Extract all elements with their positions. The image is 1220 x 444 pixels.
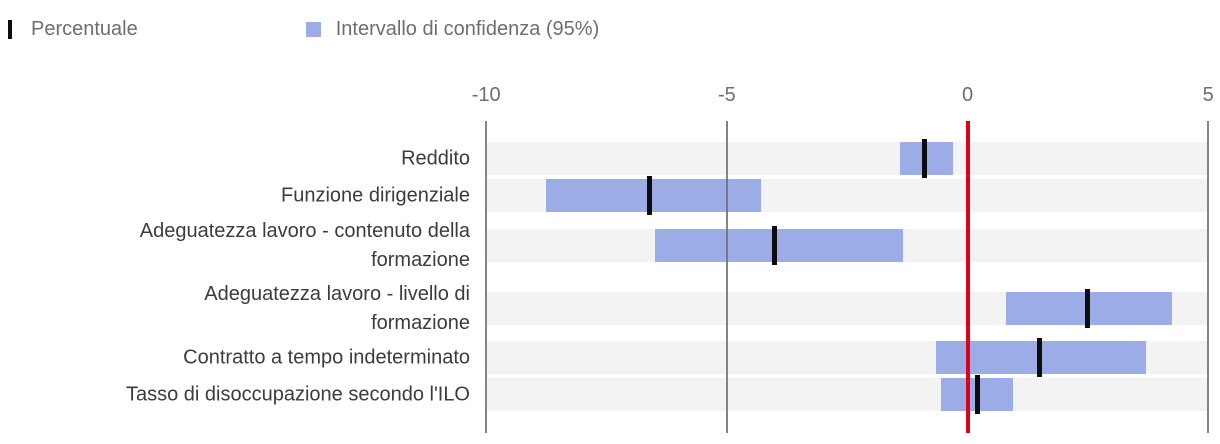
- ci-bar: [654, 229, 903, 262]
- category-label-line: Adeguatezza lavoro - contenuto della: [139, 219, 470, 242]
- zero-line: [965, 121, 970, 433]
- category-label: Reddito: [0, 144, 470, 173]
- category-label: Contratto a tempo indeterminato: [0, 343, 470, 372]
- category-label-line: Reddito: [401, 147, 470, 169]
- gridline: [1207, 121, 1210, 433]
- category-label: Adeguatezza lavoro - livello di formazion…: [0, 280, 470, 338]
- x-tick-label: 0: [961, 84, 974, 106]
- legend-percentile-label: Percentuale: [31, 18, 138, 40]
- gridline: [485, 121, 488, 433]
- row-band: [486, 378, 1209, 411]
- category-label-line: Tasso di disoccupazione secondo l'ILO: [125, 383, 470, 405]
- legend: Percentuale Intervallo di confidenza (95…: [8, 18, 599, 41]
- percentile-marker-icon: [8, 20, 12, 39]
- estimate-marker: [647, 176, 653, 215]
- category-label-line: Contratto a tempo indeterminato: [183, 346, 470, 368]
- category-label-line: Funzione dirigenziale: [280, 184, 470, 206]
- ci-bar: [546, 179, 761, 212]
- x-tick-label: 5: [1202, 84, 1214, 106]
- estimate-marker: [772, 226, 778, 265]
- gridline: [725, 121, 728, 433]
- x-tick-label: -10: [471, 84, 501, 106]
- category-label: Funzione dirigenziale: [0, 181, 470, 210]
- estimate-marker: [974, 375, 980, 414]
- category-label-line: formazione: [371, 311, 470, 334]
- row-band: [486, 142, 1209, 175]
- confidence-interval-swatch-icon: [305, 22, 321, 37]
- category-label-line: Adeguatezza lavoro - livello di: [204, 282, 470, 305]
- category-label-line: formazione: [371, 248, 470, 271]
- category-label: Adeguatezza lavoro - contenuto della form…: [0, 217, 470, 275]
- x-tick-label: -5: [717, 84, 736, 106]
- legend-ci-label: Intervallo di confidenza (95%): [335, 18, 600, 40]
- category-label: Tasso di disoccupazione secondo l'ILO: [0, 380, 470, 409]
- estimate-marker: [1037, 338, 1043, 377]
- estimate-marker: [1085, 289, 1091, 328]
- estimate-marker: [921, 139, 927, 178]
